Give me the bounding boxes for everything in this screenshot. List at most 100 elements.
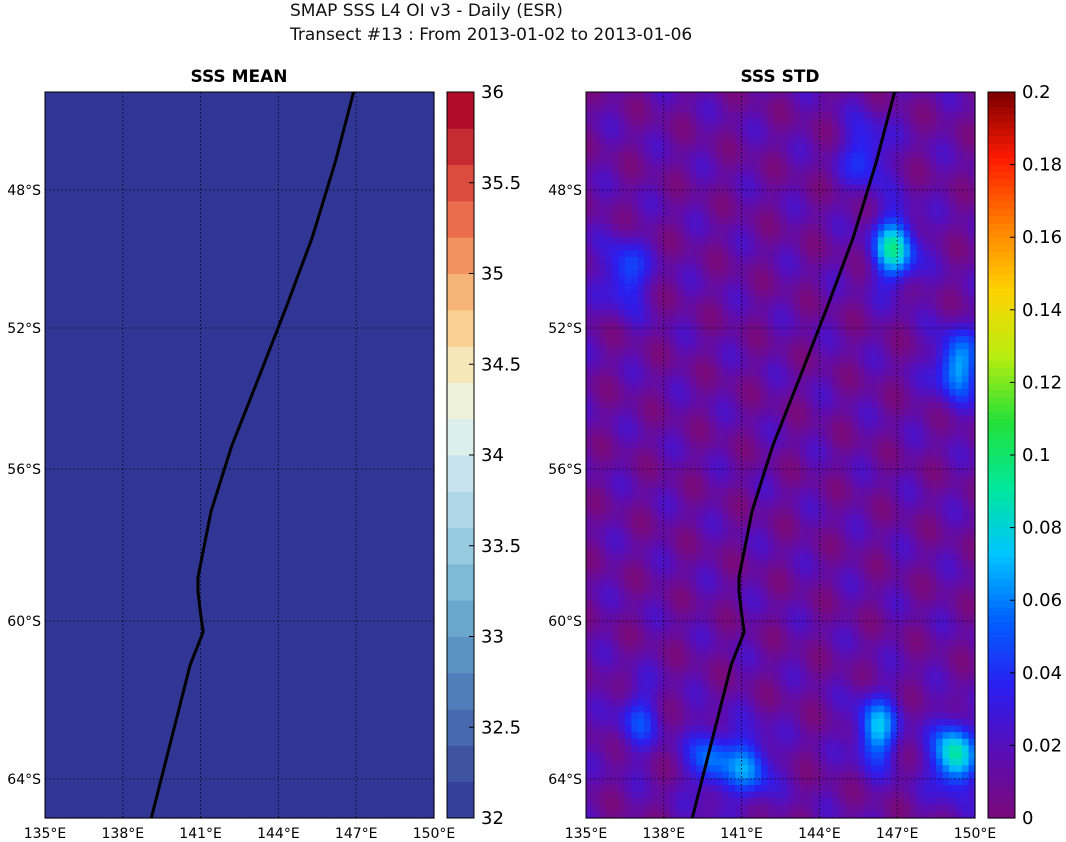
mean-cell xyxy=(375,595,386,606)
mean-cell xyxy=(190,188,202,200)
mean-cell xyxy=(103,508,114,519)
std-cell xyxy=(657,237,665,245)
mean-cell xyxy=(258,343,270,354)
mean-cell xyxy=(346,198,357,209)
std-cell xyxy=(709,171,717,179)
mean-cell xyxy=(239,769,250,780)
std-cell xyxy=(592,270,600,278)
mean-cell xyxy=(404,188,416,200)
mean-cell xyxy=(278,459,289,471)
mean-cell xyxy=(414,179,425,190)
mean-cell xyxy=(132,266,143,277)
std-cell xyxy=(845,151,853,159)
mean-cell xyxy=(151,169,163,180)
mean-cell xyxy=(414,411,425,422)
mean-cell xyxy=(356,324,367,335)
mean-cell xyxy=(45,808,56,819)
mean-cell xyxy=(113,304,124,316)
mean-cell xyxy=(307,392,318,403)
mean-cell xyxy=(64,508,75,519)
std-cell xyxy=(793,144,801,152)
mean-cell xyxy=(375,246,386,258)
mean-cell xyxy=(74,334,85,345)
mean-cell xyxy=(346,275,357,287)
std-cell xyxy=(968,237,976,245)
mean-cell xyxy=(181,459,192,471)
mean-cell xyxy=(93,759,104,771)
mean-cell xyxy=(395,392,406,403)
mean-cell xyxy=(278,246,289,258)
std-cell xyxy=(728,158,736,166)
mean-cell xyxy=(258,576,270,587)
std-cell xyxy=(767,197,775,205)
mean-cell xyxy=(268,372,279,383)
std-cell xyxy=(663,243,671,251)
std-cell xyxy=(871,158,879,166)
mean-cell xyxy=(395,227,406,238)
mean-cell xyxy=(278,324,289,335)
std-cell xyxy=(838,151,846,159)
mean-cell xyxy=(385,488,396,500)
std-cell xyxy=(767,210,775,218)
std-cell xyxy=(696,92,704,100)
mean-cell xyxy=(404,769,416,780)
mean-cell xyxy=(336,605,348,616)
std-cell xyxy=(903,138,911,146)
mean-cell xyxy=(93,527,104,538)
mean-cell xyxy=(103,430,114,442)
mean-cell xyxy=(54,130,66,141)
std-cell xyxy=(605,243,613,251)
std-cell xyxy=(767,191,775,199)
mean-cell xyxy=(414,227,425,238)
std-cell xyxy=(676,184,684,192)
mean-cell xyxy=(395,450,406,461)
std-cell xyxy=(825,171,833,179)
mean-cell xyxy=(122,769,134,780)
mean-cell xyxy=(74,459,85,471)
std-cell xyxy=(799,158,808,166)
mean-cell xyxy=(83,392,95,403)
mean-cell xyxy=(229,585,241,596)
mean-cell xyxy=(83,643,95,655)
mean-cell xyxy=(288,421,299,432)
mean-cell xyxy=(385,653,396,664)
std-cell xyxy=(910,177,918,185)
std-cell xyxy=(637,283,645,291)
mean-cell xyxy=(142,711,153,722)
std-cell xyxy=(728,184,736,192)
mean-cell xyxy=(365,111,377,122)
mean-cell xyxy=(365,169,377,180)
std-cell xyxy=(793,257,801,265)
mean-cell xyxy=(171,488,182,500)
std-cell xyxy=(858,250,866,258)
mean-cell xyxy=(346,585,357,596)
mean-cell xyxy=(327,624,338,635)
mean-cell xyxy=(54,788,66,800)
mean-cell xyxy=(288,479,299,490)
std-cell xyxy=(754,296,762,304)
std-cell xyxy=(586,98,594,106)
mean-cell xyxy=(346,498,357,509)
std-cell xyxy=(748,191,756,199)
mean-cell xyxy=(424,421,435,432)
std-cell xyxy=(644,138,652,146)
std-cell xyxy=(838,138,846,146)
mean-cell xyxy=(45,711,56,722)
mean-cell xyxy=(210,285,221,296)
mean-cell xyxy=(161,605,173,616)
mean-cell xyxy=(190,740,202,751)
mean-cell xyxy=(132,459,143,471)
mean-cell xyxy=(142,498,153,509)
std-cell xyxy=(786,184,795,192)
mean-cell xyxy=(64,140,75,151)
std-cell xyxy=(916,296,924,304)
std-cell xyxy=(592,158,600,166)
mean-cell xyxy=(142,188,153,200)
mean-cell xyxy=(249,217,260,229)
std-cell xyxy=(605,98,613,106)
mean-cell xyxy=(171,440,182,451)
std-cell xyxy=(741,204,749,212)
mean-cell xyxy=(249,411,260,422)
mean-cell xyxy=(307,275,318,287)
mean-cell xyxy=(142,440,153,451)
